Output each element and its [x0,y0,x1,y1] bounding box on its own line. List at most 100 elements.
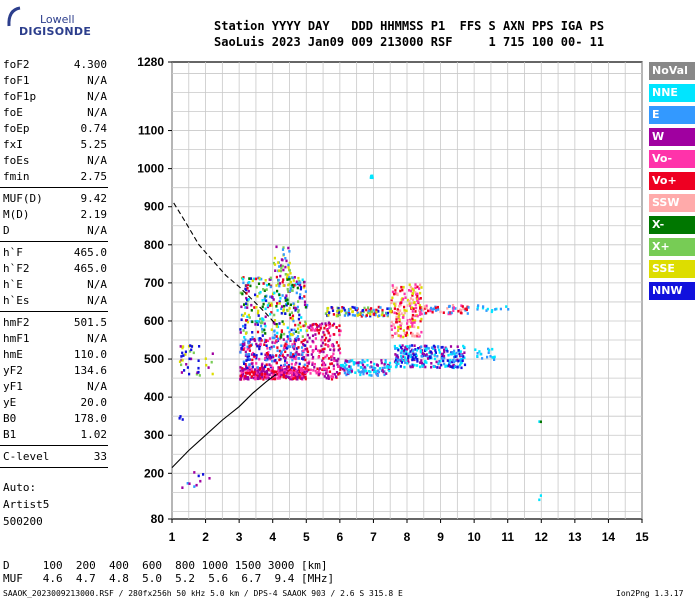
echo-point [261,327,264,331]
echo-point [446,307,449,310]
echo-point [281,372,285,376]
echo-point [270,302,273,305]
echo-point [247,354,251,358]
y-tick-label: 900 [144,200,164,214]
echo-point [414,310,417,313]
echo-point [188,482,191,485]
param-key: h`F [3,246,23,259]
param-value: 465.0 [73,262,107,275]
echo-point [192,351,195,355]
echo-point [388,369,391,373]
echo-point [399,289,402,293]
echo-point [262,282,265,285]
echo-point [395,354,398,358]
echo-point [405,352,408,356]
echo-point [478,350,481,353]
echo-point [408,283,411,287]
echo-point [398,320,401,323]
echo-point [248,316,251,319]
echo-point [467,306,470,309]
echo-point [319,371,322,375]
echo-point [286,335,289,338]
echo-point [394,347,397,350]
echo-point [341,364,344,367]
echo-point [336,363,339,366]
echo-point [421,351,424,355]
echo-point [303,324,306,327]
echo-point [399,359,402,362]
echo-point [291,371,294,375]
echo-point [288,330,291,334]
echo-point [317,356,320,359]
echo-point [427,309,430,313]
echo-point [382,370,385,374]
y-tick-label: 200 [144,466,164,480]
echo-point [336,314,339,318]
echo-point [399,365,402,368]
echo-point [280,258,283,261]
echo-point [476,355,479,358]
echo-point [276,349,279,352]
echo-point [302,365,305,369]
param-row: hmF2 501.5 [3,316,107,330]
echo-point [268,355,271,359]
echo-point [447,311,451,314]
echo-point [269,312,272,316]
echo-point [258,346,261,349]
echo-point [435,360,438,364]
echo-point [268,363,271,366]
echo-point [361,361,364,365]
echo-point [297,337,300,341]
echo-point [304,320,307,324]
echo-point [240,346,243,350]
echo-point [284,312,287,315]
echo-point [455,354,458,358]
echo-point [368,370,371,373]
echo-point [282,355,285,359]
echo-point [247,313,250,317]
echo-point [383,373,386,377]
echo-point [251,336,254,339]
echo-point [282,246,285,249]
echo-point [302,356,305,359]
echo-point [460,353,463,357]
echo-point [443,350,446,354]
echo-point [417,333,420,337]
echo-point [419,291,422,295]
echo-point [345,373,348,377]
echo-point [346,311,349,315]
echo-point [280,312,283,315]
echo-point [294,283,297,286]
x-tick-label: 10 [467,530,481,544]
echo-point [411,334,414,338]
param-value: 20.0 [80,396,108,409]
echo-point [394,304,397,307]
echo-point [239,374,242,378]
echo-point [417,326,420,329]
echo-point [249,344,253,347]
echo-point [404,361,407,364]
echo-point [307,353,310,357]
logo-digisonde: DIGISONDE [19,25,92,38]
echo-point [395,347,399,350]
echo-point [436,366,439,369]
echo-point [272,355,275,359]
echo-point [183,369,186,372]
echo-point [268,304,271,307]
echo-point [264,357,267,360]
echo-point [326,371,329,374]
echo-point [343,314,346,317]
param-row: MUF(D) 9.42 [3,192,107,206]
echo-point [278,302,281,305]
echo-point [280,350,283,353]
echo-point [210,360,213,364]
echo-point [412,289,415,292]
echo-point [264,332,267,335]
echo-point [240,376,243,380]
echo-point [363,306,366,310]
param-value: 501.5 [73,316,107,329]
echo-point [405,309,408,313]
echo-point [326,310,329,313]
echo-point [418,309,421,313]
echo-point [395,286,398,290]
